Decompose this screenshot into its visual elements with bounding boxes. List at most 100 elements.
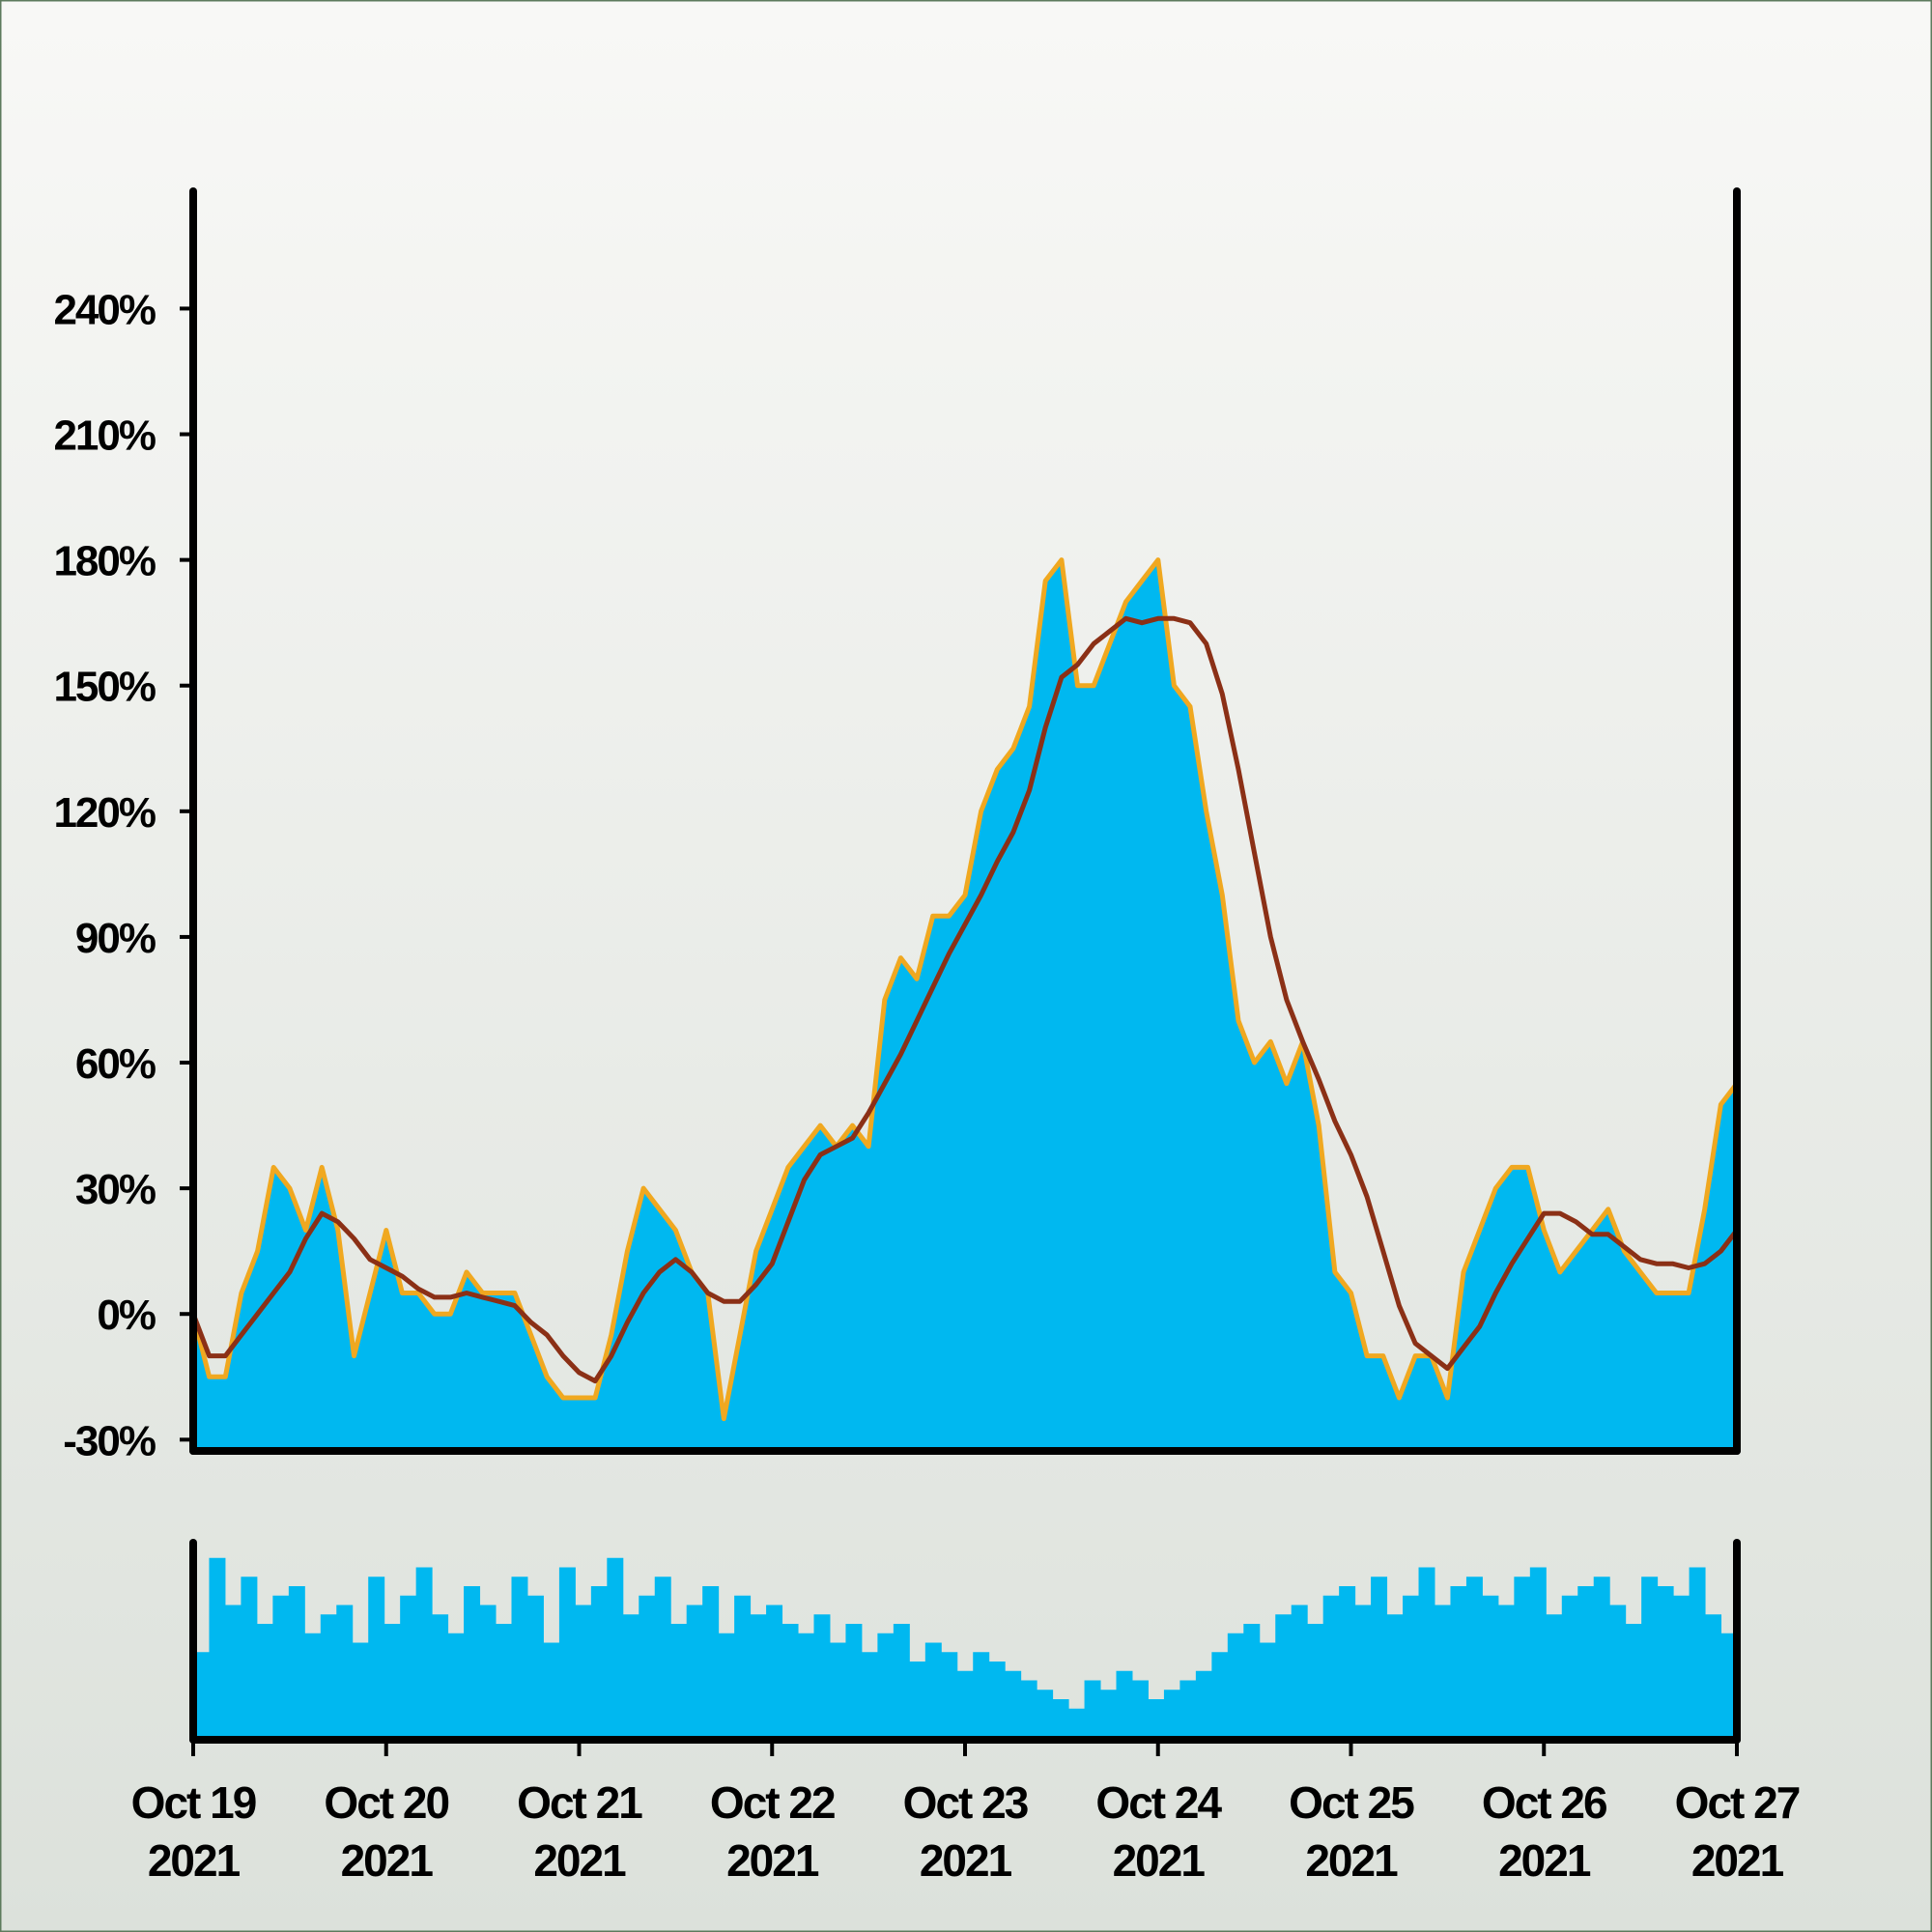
volume-bar [1322, 1595, 1340, 1740]
volume-bar [256, 1624, 273, 1740]
volume-bar [1052, 1699, 1069, 1740]
volume-bar [1418, 1567, 1435, 1740]
volume-bar [1275, 1614, 1293, 1740]
volume-bar [845, 1624, 863, 1740]
volume-bar [1689, 1567, 1706, 1740]
x-tick-label: Oct 20 [324, 1777, 448, 1828]
volume-bar [988, 1662, 1006, 1740]
x-tick-label: 2021 [920, 1835, 1012, 1886]
volume-bar [1339, 1586, 1356, 1740]
volume-bar [464, 1586, 481, 1740]
volume-bar [734, 1595, 752, 1740]
volume-bar [1657, 1586, 1674, 1740]
volume-bar [861, 1652, 878, 1740]
volume-bar [639, 1595, 656, 1740]
volume-bar [1100, 1690, 1118, 1740]
x-tick-label: 2021 [1305, 1835, 1398, 1886]
x-tick-label: Oct 21 [517, 1777, 642, 1828]
volume-bar [400, 1595, 417, 1740]
volume-bar [1163, 1690, 1180, 1740]
volume-bar [224, 1605, 242, 1740]
volume-bar [622, 1614, 639, 1740]
y-tick-label: 180% [53, 538, 155, 585]
volume-bar [193, 1652, 210, 1740]
area [193, 559, 1737, 1448]
volume-bar [352, 1642, 369, 1740]
volume-bar [1720, 1633, 1737, 1740]
volume-bar [1705, 1614, 1722, 1740]
volume-bar [368, 1577, 385, 1740]
volume-bar [1211, 1652, 1229, 1740]
volume-bar [798, 1633, 814, 1740]
volume-bar [432, 1614, 449, 1740]
volume-bar [893, 1624, 910, 1740]
volume-bar [1673, 1595, 1690, 1740]
volume-bar [575, 1605, 592, 1740]
volume-bar [384, 1624, 401, 1740]
volume-bar [1561, 1595, 1578, 1740]
volume-bar [1005, 1670, 1022, 1740]
volume-bar [1450, 1586, 1467, 1740]
volume-bar [1641, 1577, 1659, 1740]
volume-bar [209, 1557, 226, 1740]
x-tick-label: 2021 [1691, 1835, 1784, 1886]
y-tick-label: 120% [53, 789, 155, 837]
x-tick-label: 2021 [1498, 1835, 1591, 1886]
volume-bar [272, 1595, 290, 1740]
volume-bar [1609, 1605, 1627, 1740]
volume-bar [1291, 1605, 1308, 1740]
volume-bar [1227, 1633, 1244, 1740]
volume-bar [909, 1662, 926, 1740]
price-line [193, 557, 1737, 1422]
volume-bar [543, 1642, 560, 1740]
volume-panel [193, 1557, 1737, 1740]
volume-bar [1593, 1577, 1610, 1740]
y-tick-label: 210% [53, 412, 155, 460]
x-tick-label: 2021 [148, 1835, 241, 1886]
volume-bar [766, 1605, 783, 1740]
volume-bar [1403, 1595, 1420, 1740]
volume-bar [1148, 1699, 1165, 1740]
volume-bar [1307, 1624, 1324, 1740]
volume-bar [686, 1605, 703, 1740]
volume-bar [1179, 1680, 1197, 1740]
volume-bar [479, 1605, 497, 1740]
volume-bar [304, 1633, 322, 1740]
volume-bar [1434, 1605, 1451, 1740]
volume-bar [813, 1614, 831, 1740]
volume-bar [781, 1624, 799, 1740]
y-tick-label: 150% [53, 664, 155, 711]
volume-bar [1037, 1690, 1054, 1740]
volume-bar [336, 1605, 354, 1740]
x-tick-label: Oct 24 [1095, 1777, 1222, 1828]
volume-bar [1497, 1605, 1515, 1740]
x-tick-label: 2021 [726, 1835, 819, 1886]
volume-bar [1354, 1605, 1372, 1740]
volume-bar [654, 1577, 671, 1740]
volume-bar [924, 1642, 942, 1740]
volume-bar [1259, 1642, 1276, 1740]
x-tick-label: 2021 [1113, 1835, 1206, 1886]
axes: -30% 0% 30% 60% 90% 120% 150% 180% 210% 240% [53, 187, 1741, 1756]
volume-bar [415, 1567, 433, 1740]
volume-bar [1068, 1708, 1086, 1740]
x-tick-label: 2021 [533, 1835, 626, 1886]
x-tick-label: Oct 19 [131, 1777, 256, 1828]
volume-bar [956, 1670, 974, 1740]
x-tick-label: Oct 22 [710, 1777, 835, 1828]
volume-bar [558, 1567, 576, 1740]
volume-bar [1020, 1680, 1037, 1740]
y-tick-label: -30% [63, 1417, 156, 1464]
volume-bar [718, 1633, 735, 1740]
volume-bar [1514, 1577, 1531, 1740]
x-tick-label: Oct 27 [1675, 1777, 1800, 1828]
plot-area [193, 557, 1737, 1448]
x-tick-label: 2021 [341, 1835, 434, 1886]
volume-bar [702, 1586, 720, 1740]
volume-bar [1529, 1567, 1547, 1740]
volume-bar [1116, 1670, 1133, 1740]
volume-bar [1577, 1586, 1595, 1740]
volume-bar [750, 1614, 767, 1740]
volume-bar [877, 1633, 895, 1740]
